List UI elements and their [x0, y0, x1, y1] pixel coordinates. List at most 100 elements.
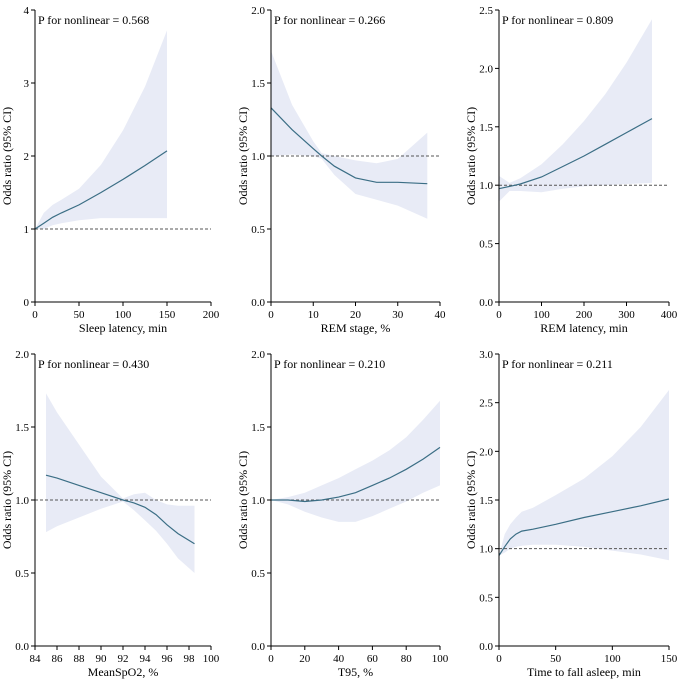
- x-tick-label: 86: [52, 653, 64, 665]
- x-tick-label: 50: [74, 309, 86, 321]
- x-tick-label: 98: [184, 653, 196, 665]
- x-tick-label: 400: [661, 309, 678, 321]
- panel-4: 0.0 0.5 1.0 1.5 2.0 84 86 88 90 92 94 96 98 100 MeanSp…: [0, 349, 220, 679]
- y-axis-label: Odds ratio (95% CI): [0, 451, 14, 549]
- x-tick-label: 0: [32, 309, 38, 321]
- y-tick-label: 1.0: [479, 544, 493, 556]
- y-tick-label: 0.5: [251, 568, 265, 580]
- y-tick-label: 0.5: [15, 568, 29, 580]
- x-tick-label: 100: [604, 653, 621, 665]
- panel-5: 0.0 0.5 1.0 1.5 2.0 0 20 40 60 80 100 T95, % Odds ra…: [236, 349, 449, 679]
- x-tick-label: 0: [268, 309, 274, 321]
- y-axis-label: Odds ratio (95% CI): [236, 451, 250, 549]
- x-tick-label: 0: [496, 309, 502, 321]
- x-axis-label: Time to fall asleep, min: [527, 665, 641, 679]
- x-tick-label: 40: [435, 309, 447, 321]
- confidence-band: [499, 390, 669, 561]
- x-tick-label: 150: [159, 309, 176, 321]
- x-tick-label: 300: [618, 309, 635, 321]
- y-tick-label: 2.0: [251, 349, 265, 361]
- y-tick-label: 0.5: [251, 224, 265, 236]
- y-axis-label: Odds ratio (95% CI): [464, 107, 478, 205]
- x-tick-label: 10: [308, 309, 320, 321]
- y-tick-label: 0.0: [251, 297, 265, 309]
- y-tick-label: 0.0: [15, 641, 29, 653]
- p-value-annotation: P for nonlinear = 0.210: [274, 357, 385, 371]
- odds-ratio-line: [45, 474, 195, 545]
- x-axis-label: Sleep latency, min: [79, 321, 167, 335]
- y-tick-label: 1.0: [479, 180, 493, 192]
- confidence-band: [271, 400, 440, 522]
- panel-2: 0.0 0.5 1.0 1.5 2.0 0 10 20 30 40 REM stage, % Odds…: [236, 5, 446, 335]
- y-tick-label: 2.5: [479, 5, 493, 17]
- odds-ratio-line: [271, 446, 441, 503]
- panel-1: 0 1 2 3 4 0 50 100 150 200 Sleep latency, min Odds …: [0, 5, 220, 335]
- odds-ratio-line: [498, 498, 670, 556]
- y-tick-label: 0.0: [251, 641, 265, 653]
- p-value-annotation: P for nonlinear = 0.211: [502, 357, 613, 371]
- y-tick-label: 2.0: [251, 5, 265, 17]
- confidence-band: [35, 30, 167, 230]
- x-tick-label: 100: [115, 309, 132, 321]
- y-tick-label: 2.0: [479, 446, 493, 458]
- p-value-annotation: P for nonlinear = 0.430: [38, 357, 149, 371]
- y-tick-label: 1.0: [251, 151, 265, 163]
- odds-ratio-line: [34, 150, 168, 230]
- y-tick-label: 4: [24, 5, 30, 17]
- x-tick-label: 200: [203, 309, 220, 321]
- x-tick-label: 50: [550, 653, 562, 665]
- y-tick-label: 1: [24, 224, 30, 236]
- y-tick-label: 2: [24, 151, 30, 163]
- y-tick-label: 0.5: [479, 239, 493, 251]
- p-value-annotation: P for nonlinear = 0.568: [38, 13, 149, 27]
- x-tick-label: 40: [333, 653, 345, 665]
- x-tick-label: 94: [140, 653, 152, 665]
- panel-3: 0.0 0.5 1.0 1.5 2.0 2.5 0 100 200 300 400 REM laten…: [464, 5, 678, 335]
- x-tick-label: 92: [118, 653, 129, 665]
- odds-ratio-line: [270, 107, 428, 185]
- x-tick-label: 200: [576, 309, 593, 321]
- y-tick-label: 2.0: [15, 349, 29, 361]
- x-tick-label: 88: [74, 653, 86, 665]
- y-tick-label: 2.5: [479, 398, 493, 410]
- x-tick-label: 90: [96, 653, 108, 665]
- y-tick-label: 0.5: [479, 592, 493, 604]
- panel-6: 0.0 0.5 1.0 1.5 2.0 2.5 3.0 0 50 100 150 Time to fa…: [464, 349, 678, 679]
- x-tick-label: 100: [432, 653, 449, 665]
- x-tick-label: 100: [203, 653, 220, 665]
- x-tick-label: 60: [367, 653, 379, 665]
- y-axis-label: Odds ratio (95% CI): [464, 451, 478, 549]
- x-axis-label: MeanSpO2, %: [88, 665, 159, 679]
- y-axis-label: Odds ratio (95% CI): [0, 107, 14, 205]
- y-tick-label: 3.0: [479, 349, 493, 361]
- confidence-band: [46, 393, 195, 573]
- y-tick-label: 0.0: [479, 641, 493, 653]
- x-tick-label: 20: [350, 309, 362, 321]
- x-axis-label: REM latency, min: [540, 321, 628, 335]
- y-tick-label: 0.0: [479, 297, 493, 309]
- x-tick-label: 80: [401, 653, 413, 665]
- odds-ratio-line: [498, 118, 653, 190]
- y-tick-label: 1.5: [479, 495, 493, 507]
- y-axis-label: Odds ratio (95% CI): [236, 107, 250, 205]
- y-tick-label: 1.5: [251, 422, 265, 434]
- y-tick-label: 1.5: [479, 122, 493, 134]
- x-tick-label: 96: [162, 653, 174, 665]
- x-axis-label: REM stage, %: [321, 321, 391, 335]
- x-tick-label: 84: [30, 653, 42, 665]
- y-tick-label: 0: [24, 297, 30, 309]
- x-tick-label: 0: [496, 653, 502, 665]
- confidence-band: [271, 50, 428, 219]
- x-tick-label: 20: [299, 653, 311, 665]
- x-tick-label: 100: [533, 309, 550, 321]
- y-tick-label: 2.0: [479, 63, 493, 75]
- x-tick-label: 150: [661, 653, 678, 665]
- p-value-annotation: P for nonlinear = 0.809: [502, 13, 613, 27]
- x-tick-label: 0: [268, 653, 274, 665]
- x-tick-label: 30: [392, 309, 404, 321]
- y-tick-label: 1.0: [15, 495, 29, 507]
- y-tick-label: 1.5: [251, 78, 265, 90]
- p-value-annotation: P for nonlinear = 0.266: [274, 13, 385, 27]
- y-tick-label: 1.5: [15, 422, 29, 434]
